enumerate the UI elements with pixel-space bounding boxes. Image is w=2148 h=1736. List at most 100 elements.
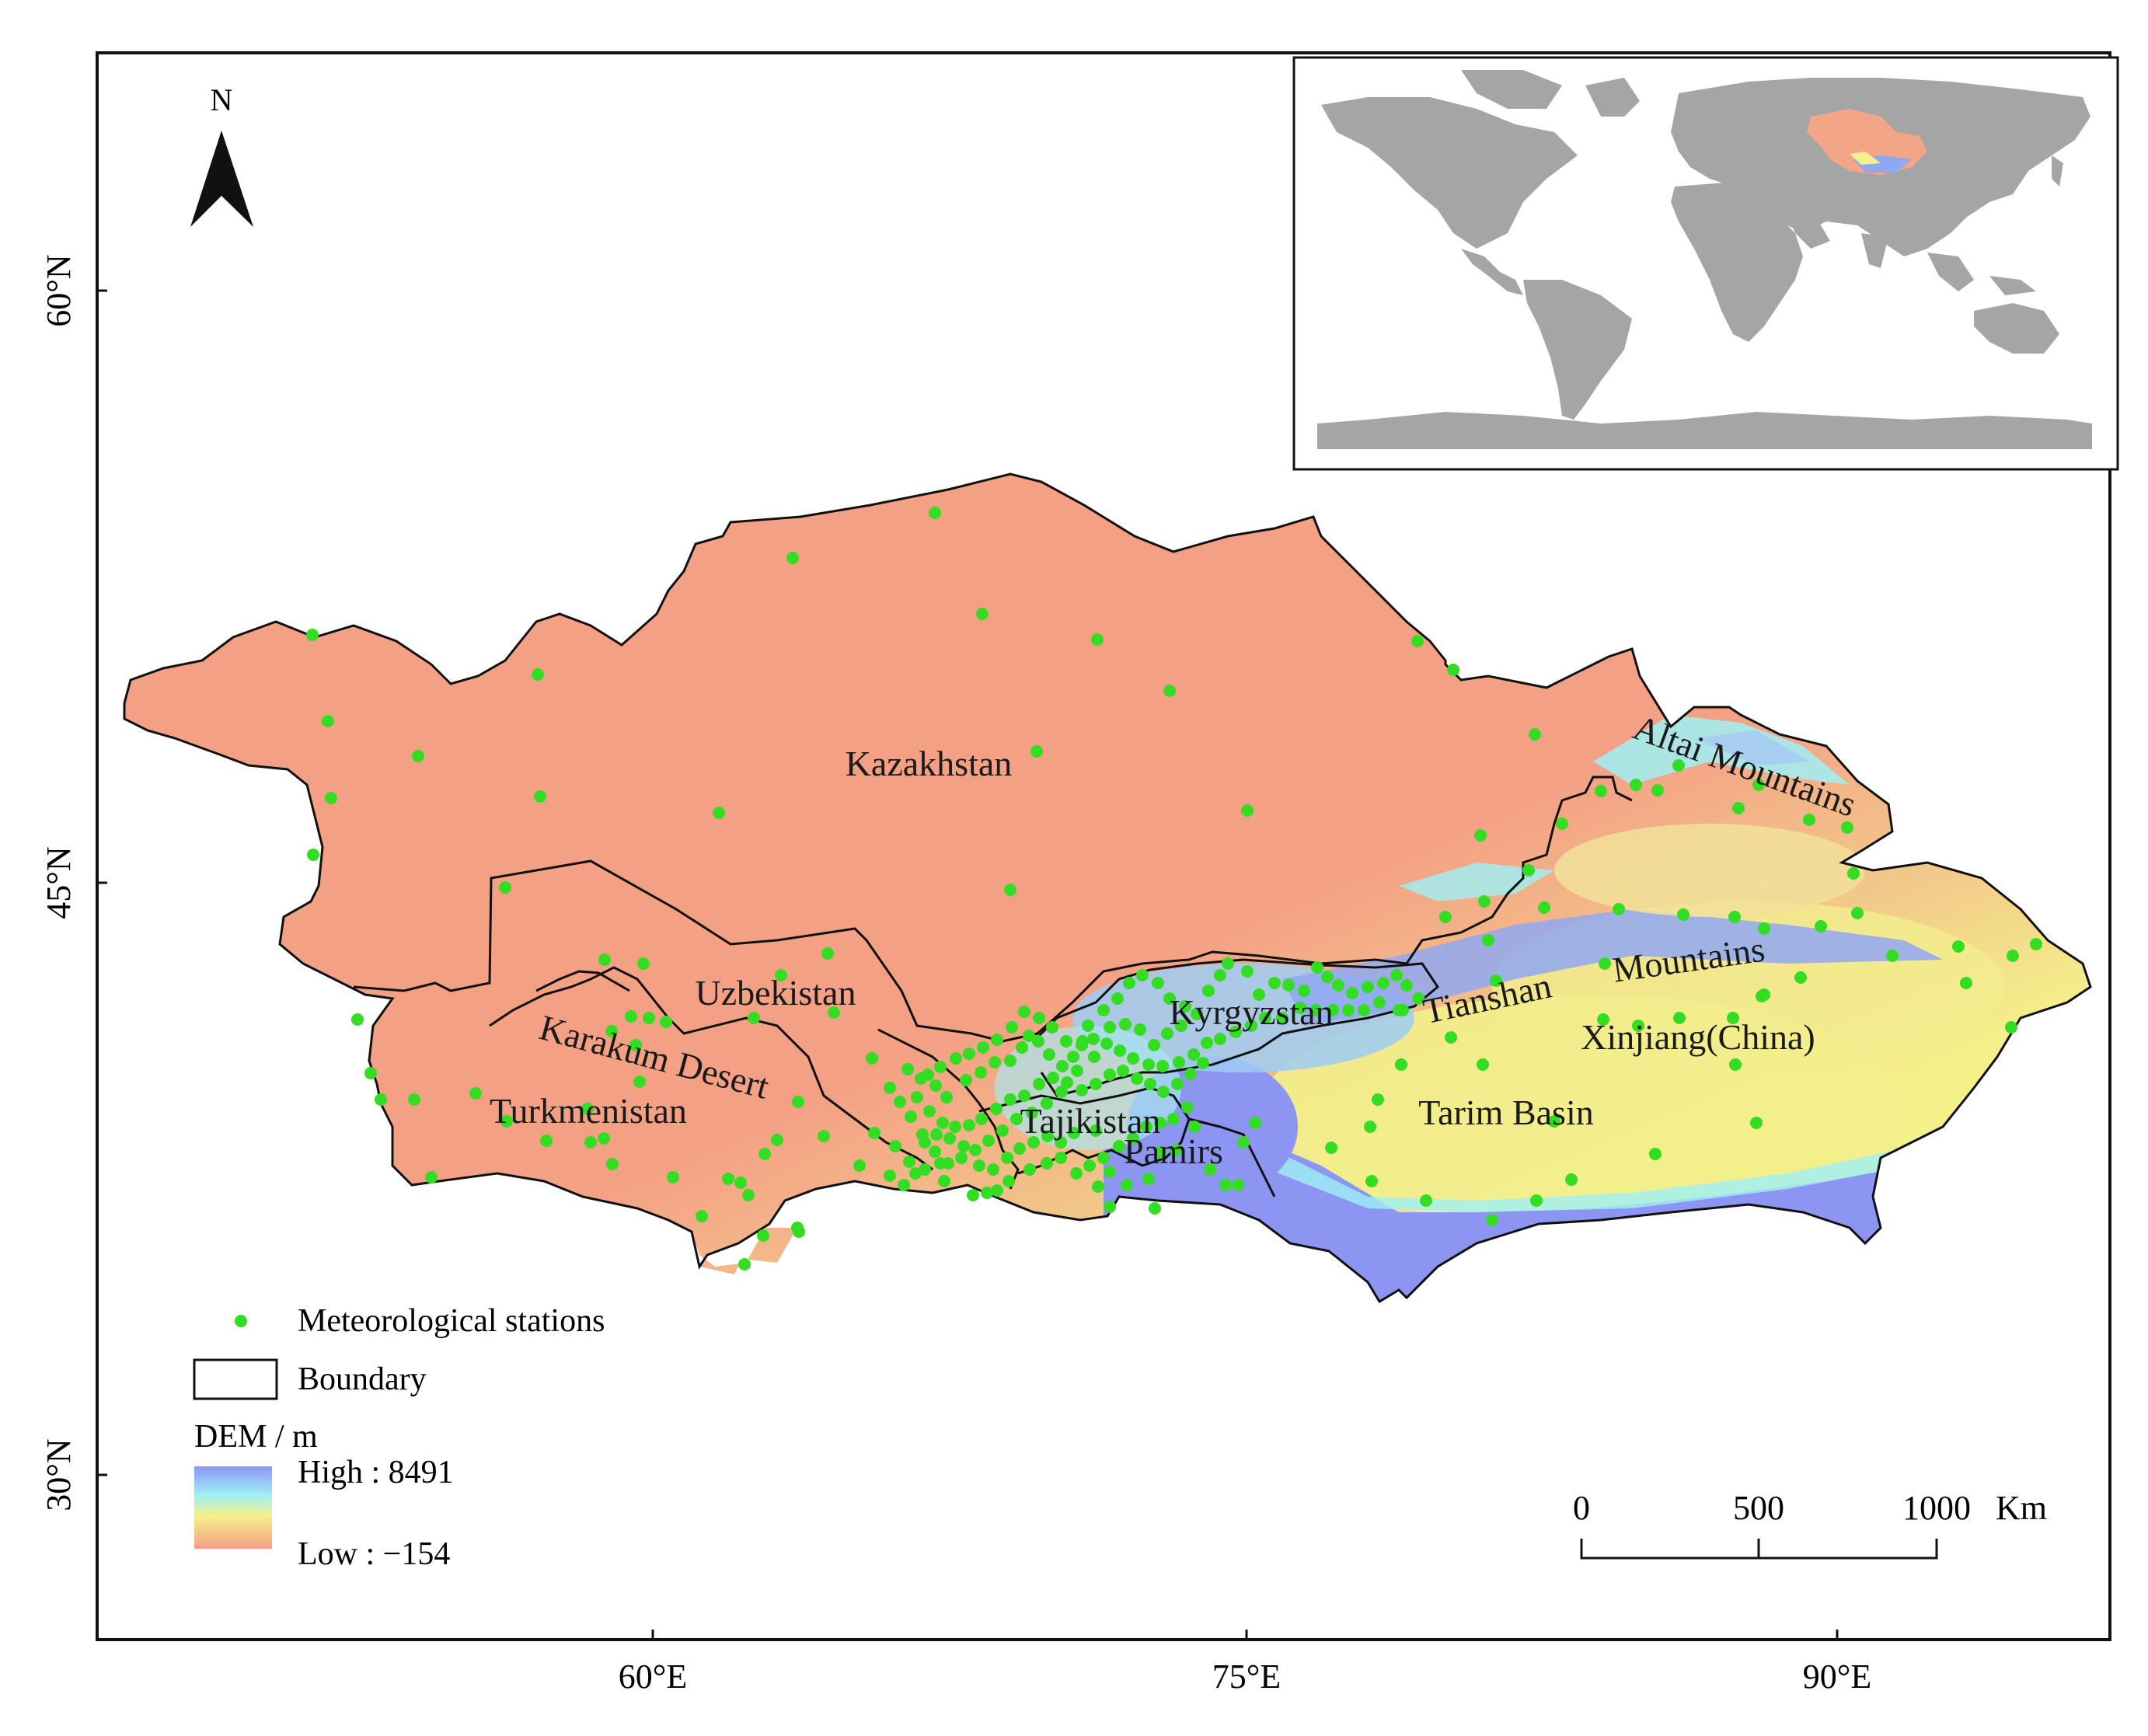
station-marker — [1092, 1180, 1104, 1193]
station-marker — [1055, 1136, 1067, 1149]
station-marker — [1033, 1078, 1045, 1090]
station-marker — [1490, 974, 1502, 987]
station-marker — [1727, 1012, 1739, 1024]
station-marker — [1851, 907, 1864, 919]
station-marker — [957, 1140, 970, 1152]
station-marker — [975, 1066, 987, 1079]
station-marker — [975, 1113, 988, 1125]
station-marker — [629, 1039, 642, 1051]
station-marker — [412, 750, 424, 762]
north-arrow-label: N — [211, 82, 233, 117]
station-marker — [1114, 1044, 1126, 1057]
station-marker — [581, 1103, 594, 1115]
station-marker — [1377, 977, 1390, 989]
station-marker — [1311, 961, 1323, 974]
station-marker — [1548, 1115, 1560, 1128]
station-marker — [1030, 745, 1043, 758]
station-marker — [1076, 1039, 1088, 1051]
station-marker — [1478, 895, 1491, 908]
station-marker — [1420, 1194, 1432, 1207]
station-marker — [1083, 1159, 1096, 1172]
station-marker — [1673, 1012, 1686, 1024]
station-marker — [1815, 920, 1827, 932]
station-marker — [1004, 1054, 1016, 1067]
north-arrow: N — [190, 82, 253, 227]
legend-dem-low: Low : −154 — [298, 1536, 450, 1572]
station-marker — [469, 1087, 482, 1100]
station-marker — [1041, 1130, 1054, 1142]
scale-tick-500: 500 — [1733, 1489, 1784, 1527]
station-marker — [1026, 1107, 1038, 1119]
station-marker — [1298, 985, 1310, 997]
x-tick-90e: 90°E — [1803, 1658, 1871, 1696]
station-marker — [955, 1152, 968, 1164]
station-marker — [1056, 1060, 1069, 1072]
station-marker — [1055, 1086, 1068, 1098]
station-marker — [977, 1041, 989, 1054]
country-boundaries — [123, 472, 2092, 1304]
station-marker — [901, 1063, 914, 1075]
station-marker — [1032, 1035, 1044, 1048]
station-marker — [1482, 934, 1494, 946]
station-marker — [748, 1012, 760, 1024]
station-marker — [1750, 1117, 1763, 1129]
label-turkmenistan: Turkmenistan — [490, 1091, 687, 1131]
station-marker — [905, 1110, 917, 1123]
scale-tick-0: 0 — [1573, 1489, 1590, 1527]
station-marker — [713, 807, 725, 819]
station-marker — [1259, 1012, 1271, 1024]
station-marker — [1004, 884, 1016, 896]
station-marker — [1332, 979, 1344, 992]
station-marker — [1346, 987, 1358, 999]
station-marker — [1253, 988, 1265, 1001]
station-marker — [322, 715, 334, 727]
station-marker — [1163, 992, 1176, 1005]
station-marker — [540, 1135, 553, 1147]
station-marker — [916, 1128, 929, 1141]
station-marker — [903, 1156, 915, 1168]
station-marker — [929, 1079, 942, 1092]
station-marker — [660, 1016, 672, 1028]
station-marker — [1245, 1020, 1257, 1032]
legend-boundary-swatch — [193, 1358, 278, 1400]
station-marker — [1758, 922, 1770, 935]
station-marker — [1400, 979, 1413, 992]
station-marker — [375, 1093, 387, 1106]
x-tick-60e: 60°E — [619, 1658, 687, 1696]
station-marker — [1082, 1020, 1094, 1032]
station-marker — [364, 1067, 377, 1079]
station-marker — [1023, 1163, 1036, 1176]
station-marker — [1952, 940, 1965, 953]
station-marker — [1411, 635, 1424, 647]
station-marker — [1373, 996, 1386, 1009]
station-marker — [1001, 1152, 1013, 1164]
station-marker — [853, 1159, 866, 1172]
station-marker — [1167, 1113, 1180, 1125]
station-marker — [757, 1229, 769, 1242]
station-marker — [633, 1075, 646, 1088]
station-marker — [1154, 1117, 1166, 1129]
station-marker — [1758, 988, 1770, 1001]
station-marker — [425, 1171, 438, 1183]
station-marker — [1152, 977, 1164, 989]
station-marker — [1214, 1033, 1226, 1045]
station-marker — [1529, 728, 1541, 741]
station-marker — [1016, 1041, 1028, 1054]
station-marker — [598, 953, 611, 966]
station-marker — [1041, 1157, 1053, 1170]
station-marker — [1140, 1121, 1152, 1133]
station-marker — [1061, 1076, 1073, 1089]
label-xinjiang: Xinjiang(China) — [1581, 1017, 1815, 1057]
station-marker — [1142, 1058, 1155, 1071]
meteorological-stations — [306, 507, 2042, 1271]
station-marker — [1018, 1089, 1030, 1102]
station-marker — [828, 1006, 840, 1019]
station-marker — [1362, 981, 1374, 993]
station-marker — [1191, 1008, 1203, 1020]
station-marker — [1104, 1068, 1116, 1081]
station-marker — [1033, 1012, 1045, 1024]
station-marker — [930, 1128, 943, 1141]
station-marker — [1214, 969, 1226, 981]
station-marker — [1677, 908, 1689, 921]
station-marker — [1477, 1058, 1489, 1071]
